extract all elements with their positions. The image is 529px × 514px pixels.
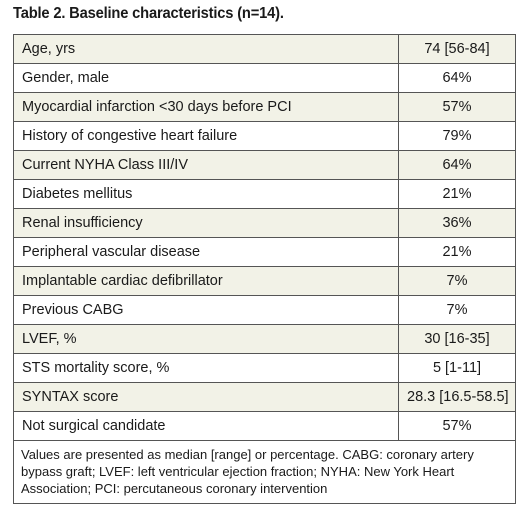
table-row: Previous CABG 7% (13, 295, 516, 325)
row-value: 79% (398, 121, 516, 151)
table-title: Table 2. Baseline characteristics (n=14)… (13, 5, 284, 22)
table-row: Implantable cardiac defibrillator 7% (13, 266, 516, 296)
row-value: 74 [56-84] (398, 34, 516, 64)
row-value: 57% (398, 92, 516, 122)
table-footnote-row: Values are presented as median [range] o… (13, 440, 516, 504)
row-label: Implantable cardiac defibrillator (13, 266, 399, 296)
row-label: Current NYHA Class III/IV (13, 150, 399, 180)
table-row: Renal insufficiency 36% (13, 208, 516, 238)
row-label: Renal insufficiency (13, 208, 399, 238)
table-row: SYNTAX score 28.3 [16.5-58.5] (13, 382, 516, 412)
table-row: Not surgical candidate 57% (13, 411, 516, 441)
row-label: Age, yrs (13, 34, 399, 64)
row-value: 21% (398, 237, 516, 267)
table-row: Current NYHA Class III/IV 64% (13, 150, 516, 180)
row-value: 64% (398, 63, 516, 93)
table-row: History of congestive heart failure 79% (13, 121, 516, 151)
row-value: 21% (398, 179, 516, 209)
row-value: 7% (398, 295, 516, 325)
row-value: 36% (398, 208, 516, 238)
row-label: Diabetes mellitus (13, 179, 399, 209)
row-value: 7% (398, 266, 516, 296)
row-label: Peripheral vascular disease (13, 237, 399, 267)
row-label: SYNTAX score (13, 382, 399, 412)
table-row: Myocardial infarction <30 days before PC… (13, 92, 516, 122)
table-row: Age, yrs 74 [56-84] (13, 34, 516, 64)
table-row: Diabetes mellitus 21% (13, 179, 516, 209)
row-label: Not surgical candidate (13, 411, 399, 441)
table-row: Peripheral vascular disease 21% (13, 237, 516, 267)
table-row: STS mortality score, % 5 [1-11] (13, 353, 516, 383)
row-label: Gender, male (13, 63, 399, 93)
table-row: LVEF, % 30 [16-35] (13, 324, 516, 354)
row-value: 57% (398, 411, 516, 441)
row-label: Previous CABG (13, 295, 399, 325)
row-label: History of congestive heart failure (13, 121, 399, 151)
table-row: Gender, male 64% (13, 63, 516, 93)
table-footnote: Values are presented as median [range] o… (13, 440, 516, 504)
row-label: LVEF, % (13, 324, 399, 354)
baseline-characteristics-table: Age, yrs 74 [56-84] Gender, male 64% Myo… (13, 34, 516, 504)
row-value: 30 [16-35] (398, 324, 516, 354)
row-label: STS mortality score, % (13, 353, 399, 383)
row-label: Myocardial infarction <30 days before PC… (13, 92, 399, 122)
row-value: 64% (398, 150, 516, 180)
row-value: 28.3 [16.5-58.5] (398, 382, 516, 412)
row-value: 5 [1-11] (398, 353, 516, 383)
